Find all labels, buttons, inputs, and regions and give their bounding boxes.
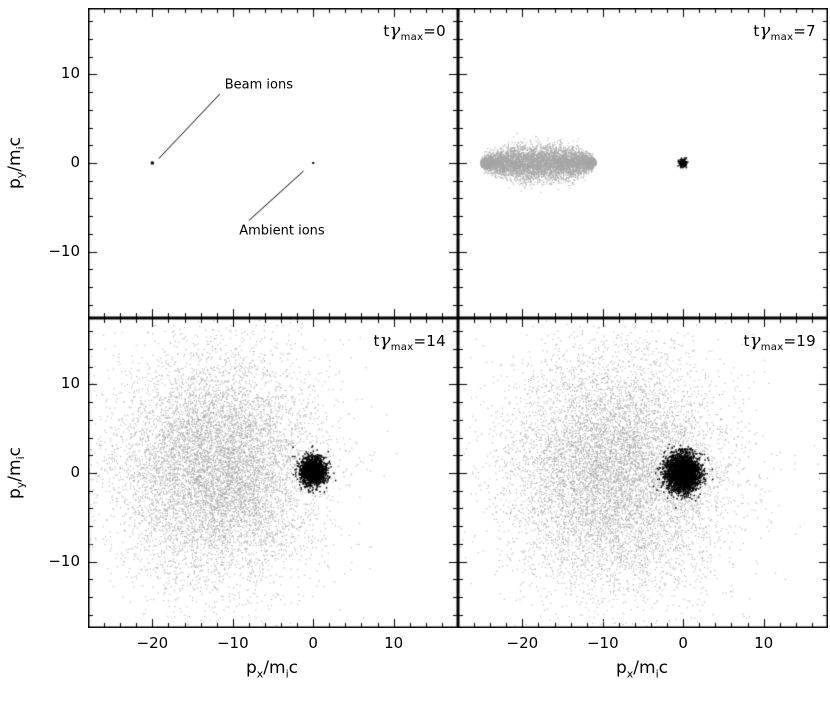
x-axis-label-sub: i bbox=[285, 667, 289, 681]
x-axis-label-text: /m bbox=[633, 658, 656, 678]
x-tick-label: −20 bbox=[506, 634, 539, 652]
y-axis-label-text: p bbox=[4, 178, 25, 190]
y-axis-label-text: c bbox=[4, 446, 25, 457]
y-axis-label-sub: y bbox=[14, 171, 28, 179]
y-axis-label-sub: y bbox=[14, 481, 28, 489]
y-axis-label-text: /m bbox=[4, 459, 25, 482]
panel-t19 bbox=[458, 318, 828, 628]
y-tick-label: −10 bbox=[48, 551, 80, 570]
y-tick-label: 10 bbox=[60, 64, 80, 83]
scatter-canvas-t0 bbox=[88, 8, 458, 318]
y-tick-label: 0 bbox=[70, 153, 80, 171]
x-axis-label-text: p bbox=[245, 658, 257, 678]
x-tick-label: 0 bbox=[308, 634, 318, 652]
x-tick-label: −20 bbox=[136, 634, 169, 652]
x-axis-label-right-col: px/mic bbox=[616, 658, 668, 680]
x-axis-label-text: c bbox=[658, 658, 669, 678]
scatter-canvas-t7 bbox=[458, 8, 828, 318]
y-axis-label-bottom-row: py/mic bbox=[5, 447, 27, 499]
x-tick-label: −10 bbox=[216, 634, 249, 652]
y-axis-label-sub: i bbox=[14, 456, 28, 460]
annotation-ambient-ions: Ambient ions bbox=[239, 223, 325, 239]
x-axis-label-text: p bbox=[615, 658, 627, 678]
panel-t7 bbox=[458, 8, 828, 318]
x-tick-label: 10 bbox=[384, 634, 404, 652]
y-axis-label-text: /m bbox=[4, 149, 25, 172]
panel-time-label-t7: tγmax=7 bbox=[753, 20, 816, 43]
y-axis-label-text: c bbox=[4, 136, 25, 147]
panel-time-label-t19: tγmax=19 bbox=[743, 330, 816, 353]
x-axis-label-text: c bbox=[288, 658, 299, 678]
y-tick-label: 10 bbox=[60, 374, 80, 393]
scatter-canvas-t19 bbox=[458, 318, 828, 628]
panel-t14 bbox=[88, 318, 458, 628]
x-axis-label-sub: x bbox=[626, 667, 634, 681]
y-tick-label: −10 bbox=[48, 241, 80, 260]
annotation-beam-ions: Beam ions bbox=[224, 77, 293, 93]
y-axis-label-text: p bbox=[4, 488, 25, 500]
x-axis-label-sub: x bbox=[256, 667, 264, 681]
panel-time-label-t0: tγmax=0 bbox=[383, 20, 446, 43]
y-tick-label: 0 bbox=[70, 463, 80, 481]
x-axis-label-left-col: px/mic bbox=[246, 658, 298, 680]
scatter-canvas-t14 bbox=[88, 318, 458, 628]
panel-time-label-t14: tγmax=14 bbox=[373, 330, 446, 353]
y-axis-label-top-row: py/mic bbox=[5, 137, 27, 189]
x-tick-label: −10 bbox=[586, 634, 619, 652]
x-tick-label: 10 bbox=[754, 634, 774, 652]
x-tick-label: 0 bbox=[678, 634, 688, 652]
y-axis-label-sub: i bbox=[14, 146, 28, 150]
x-axis-label-sub: i bbox=[655, 667, 659, 681]
panel-t0 bbox=[88, 8, 458, 318]
x-axis-label-text: /m bbox=[263, 658, 286, 678]
